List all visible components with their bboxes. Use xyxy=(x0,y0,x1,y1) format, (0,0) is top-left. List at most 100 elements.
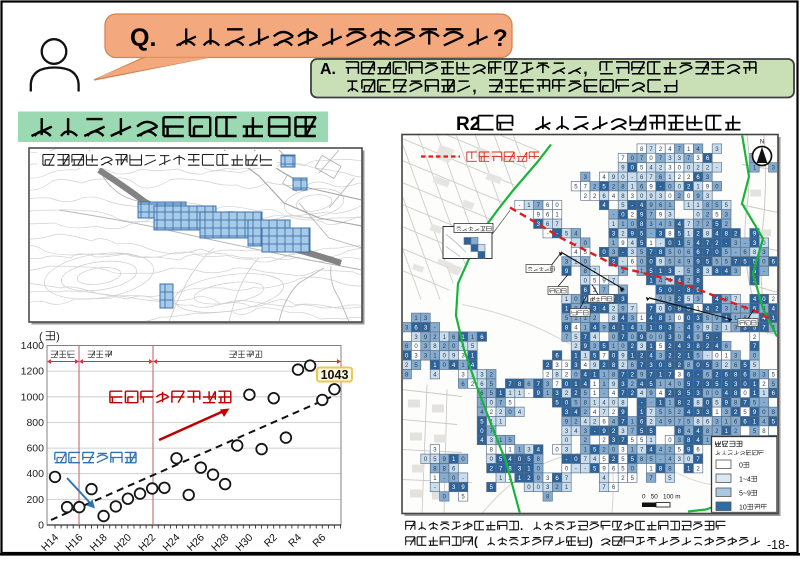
svg-text:1: 1 xyxy=(649,438,653,444)
svg-text:4: 4 xyxy=(649,316,653,322)
svg-text:7: 7 xyxy=(678,419,682,425)
svg-text:8: 8 xyxy=(734,372,738,378)
svg-text:3: 3 xyxy=(555,363,559,369)
svg-text:8: 8 xyxy=(612,372,616,378)
svg-text:4: 4 xyxy=(602,307,606,313)
svg-text:1: 1 xyxy=(725,316,729,322)
svg-text:2: 2 xyxy=(612,184,616,190)
svg-text:0: 0 xyxy=(678,250,682,256)
svg-text:9: 9 xyxy=(640,335,644,341)
svg-text:7: 7 xyxy=(555,222,559,228)
svg-text:6: 6 xyxy=(452,335,456,341)
svg-text:2: 2 xyxy=(668,344,672,350)
svg-text:1: 1 xyxy=(527,203,531,209)
svg-text:2: 2 xyxy=(715,307,719,313)
svg-text:5: 5 xyxy=(640,166,644,172)
svg-text:4: 4 xyxy=(696,147,700,153)
svg-text:3: 3 xyxy=(546,476,550,482)
svg-text:3: 3 xyxy=(734,382,738,388)
svg-text:2: 2 xyxy=(546,363,550,369)
svg-text:4: 4 xyxy=(574,231,578,237)
svg-text:9: 9 xyxy=(659,213,663,219)
svg-text:3: 3 xyxy=(612,231,616,237)
svg-text:-: - xyxy=(622,250,624,256)
svg-text:7: 7 xyxy=(584,457,588,463)
svg-text:6: 6 xyxy=(631,260,635,266)
svg-text:7: 7 xyxy=(649,213,653,219)
svg-text:5: 5 xyxy=(687,297,691,303)
svg-text:3: 3 xyxy=(518,466,522,472)
svg-text:9: 9 xyxy=(593,363,597,369)
svg-text:7: 7 xyxy=(649,307,653,313)
svg-text:1: 1 xyxy=(471,335,475,341)
svg-text:2: 2 xyxy=(668,354,672,360)
svg-text:-: - xyxy=(575,241,577,247)
svg-text:-: - xyxy=(707,354,709,360)
svg-text:5: 5 xyxy=(687,269,691,275)
svg-text:3: 3 xyxy=(696,410,700,416)
svg-text:0: 0 xyxy=(490,457,494,463)
svg-text:7: 7 xyxy=(490,429,494,435)
svg-text:8: 8 xyxy=(659,250,663,256)
svg-text:3: 3 xyxy=(696,156,700,162)
svg-text:1: 1 xyxy=(490,419,494,425)
svg-text:8: 8 xyxy=(508,466,512,472)
svg-text:0: 0 xyxy=(621,344,625,350)
svg-text:2: 2 xyxy=(593,419,597,425)
svg-text:3: 3 xyxy=(678,156,682,162)
svg-text:0: 0 xyxy=(414,344,418,350)
svg-text:1: 1 xyxy=(715,410,719,416)
svg-text:0: 0 xyxy=(565,401,569,407)
svg-text:400: 400 xyxy=(26,468,44,480)
svg-text:4: 4 xyxy=(631,325,635,331)
svg-text:1: 1 xyxy=(725,419,729,425)
svg-text:0: 0 xyxy=(631,466,635,472)
svg-text:1: 1 xyxy=(518,391,522,397)
svg-text:0: 0 xyxy=(739,463,743,470)
svg-text:1400: 1400 xyxy=(21,340,45,352)
svg-text:0: 0 xyxy=(490,401,494,407)
svg-text:1: 1 xyxy=(668,203,672,209)
svg-text:2: 2 xyxy=(706,213,710,219)
svg-text:2: 2 xyxy=(668,391,672,397)
svg-text:1: 1 xyxy=(649,466,653,472)
svg-text:4: 4 xyxy=(480,438,484,444)
svg-text:0: 0 xyxy=(405,354,409,360)
svg-text:4: 4 xyxy=(602,401,606,407)
svg-text:): ) xyxy=(56,331,60,343)
svg-text:3: 3 xyxy=(424,325,428,331)
svg-text:5: 5 xyxy=(490,485,494,491)
svg-text:4: 4 xyxy=(640,382,644,388)
svg-text:2: 2 xyxy=(565,372,569,378)
svg-text:1: 1 xyxy=(452,457,456,463)
svg-text:4: 4 xyxy=(659,278,663,284)
svg-text:8: 8 xyxy=(537,457,541,463)
svg-text:1: 1 xyxy=(696,307,700,313)
svg-text:5: 5 xyxy=(715,401,719,407)
svg-text:0: 0 xyxy=(631,335,635,341)
svg-text:1: 1 xyxy=(584,354,588,360)
svg-text:1: 1 xyxy=(668,175,672,181)
svg-text:9: 9 xyxy=(649,194,653,200)
svg-text:4: 4 xyxy=(668,382,672,388)
svg-text:5: 5 xyxy=(499,457,503,463)
svg-text:0: 0 xyxy=(649,156,653,162)
svg-text:4: 4 xyxy=(480,410,484,416)
svg-text:0: 0 xyxy=(678,382,682,388)
svg-text:9: 9 xyxy=(640,213,644,219)
svg-text:2: 2 xyxy=(621,363,625,369)
svg-text:5: 5 xyxy=(668,250,672,256)
svg-text:0: 0 xyxy=(668,194,672,200)
svg-text:1: 1 xyxy=(508,391,512,397)
svg-text:9: 9 xyxy=(753,231,757,237)
svg-text:5: 5 xyxy=(584,250,588,256)
svg-text:1: 1 xyxy=(471,354,475,360)
svg-text:5: 5 xyxy=(753,269,757,275)
svg-text:3: 3 xyxy=(621,382,625,388)
svg-text:8: 8 xyxy=(621,401,625,407)
svg-text:3: 3 xyxy=(424,344,428,350)
svg-text:5: 5 xyxy=(621,466,625,472)
svg-text:8: 8 xyxy=(725,231,729,237)
svg-text:0: 0 xyxy=(584,260,588,266)
svg-text:3: 3 xyxy=(668,213,672,219)
